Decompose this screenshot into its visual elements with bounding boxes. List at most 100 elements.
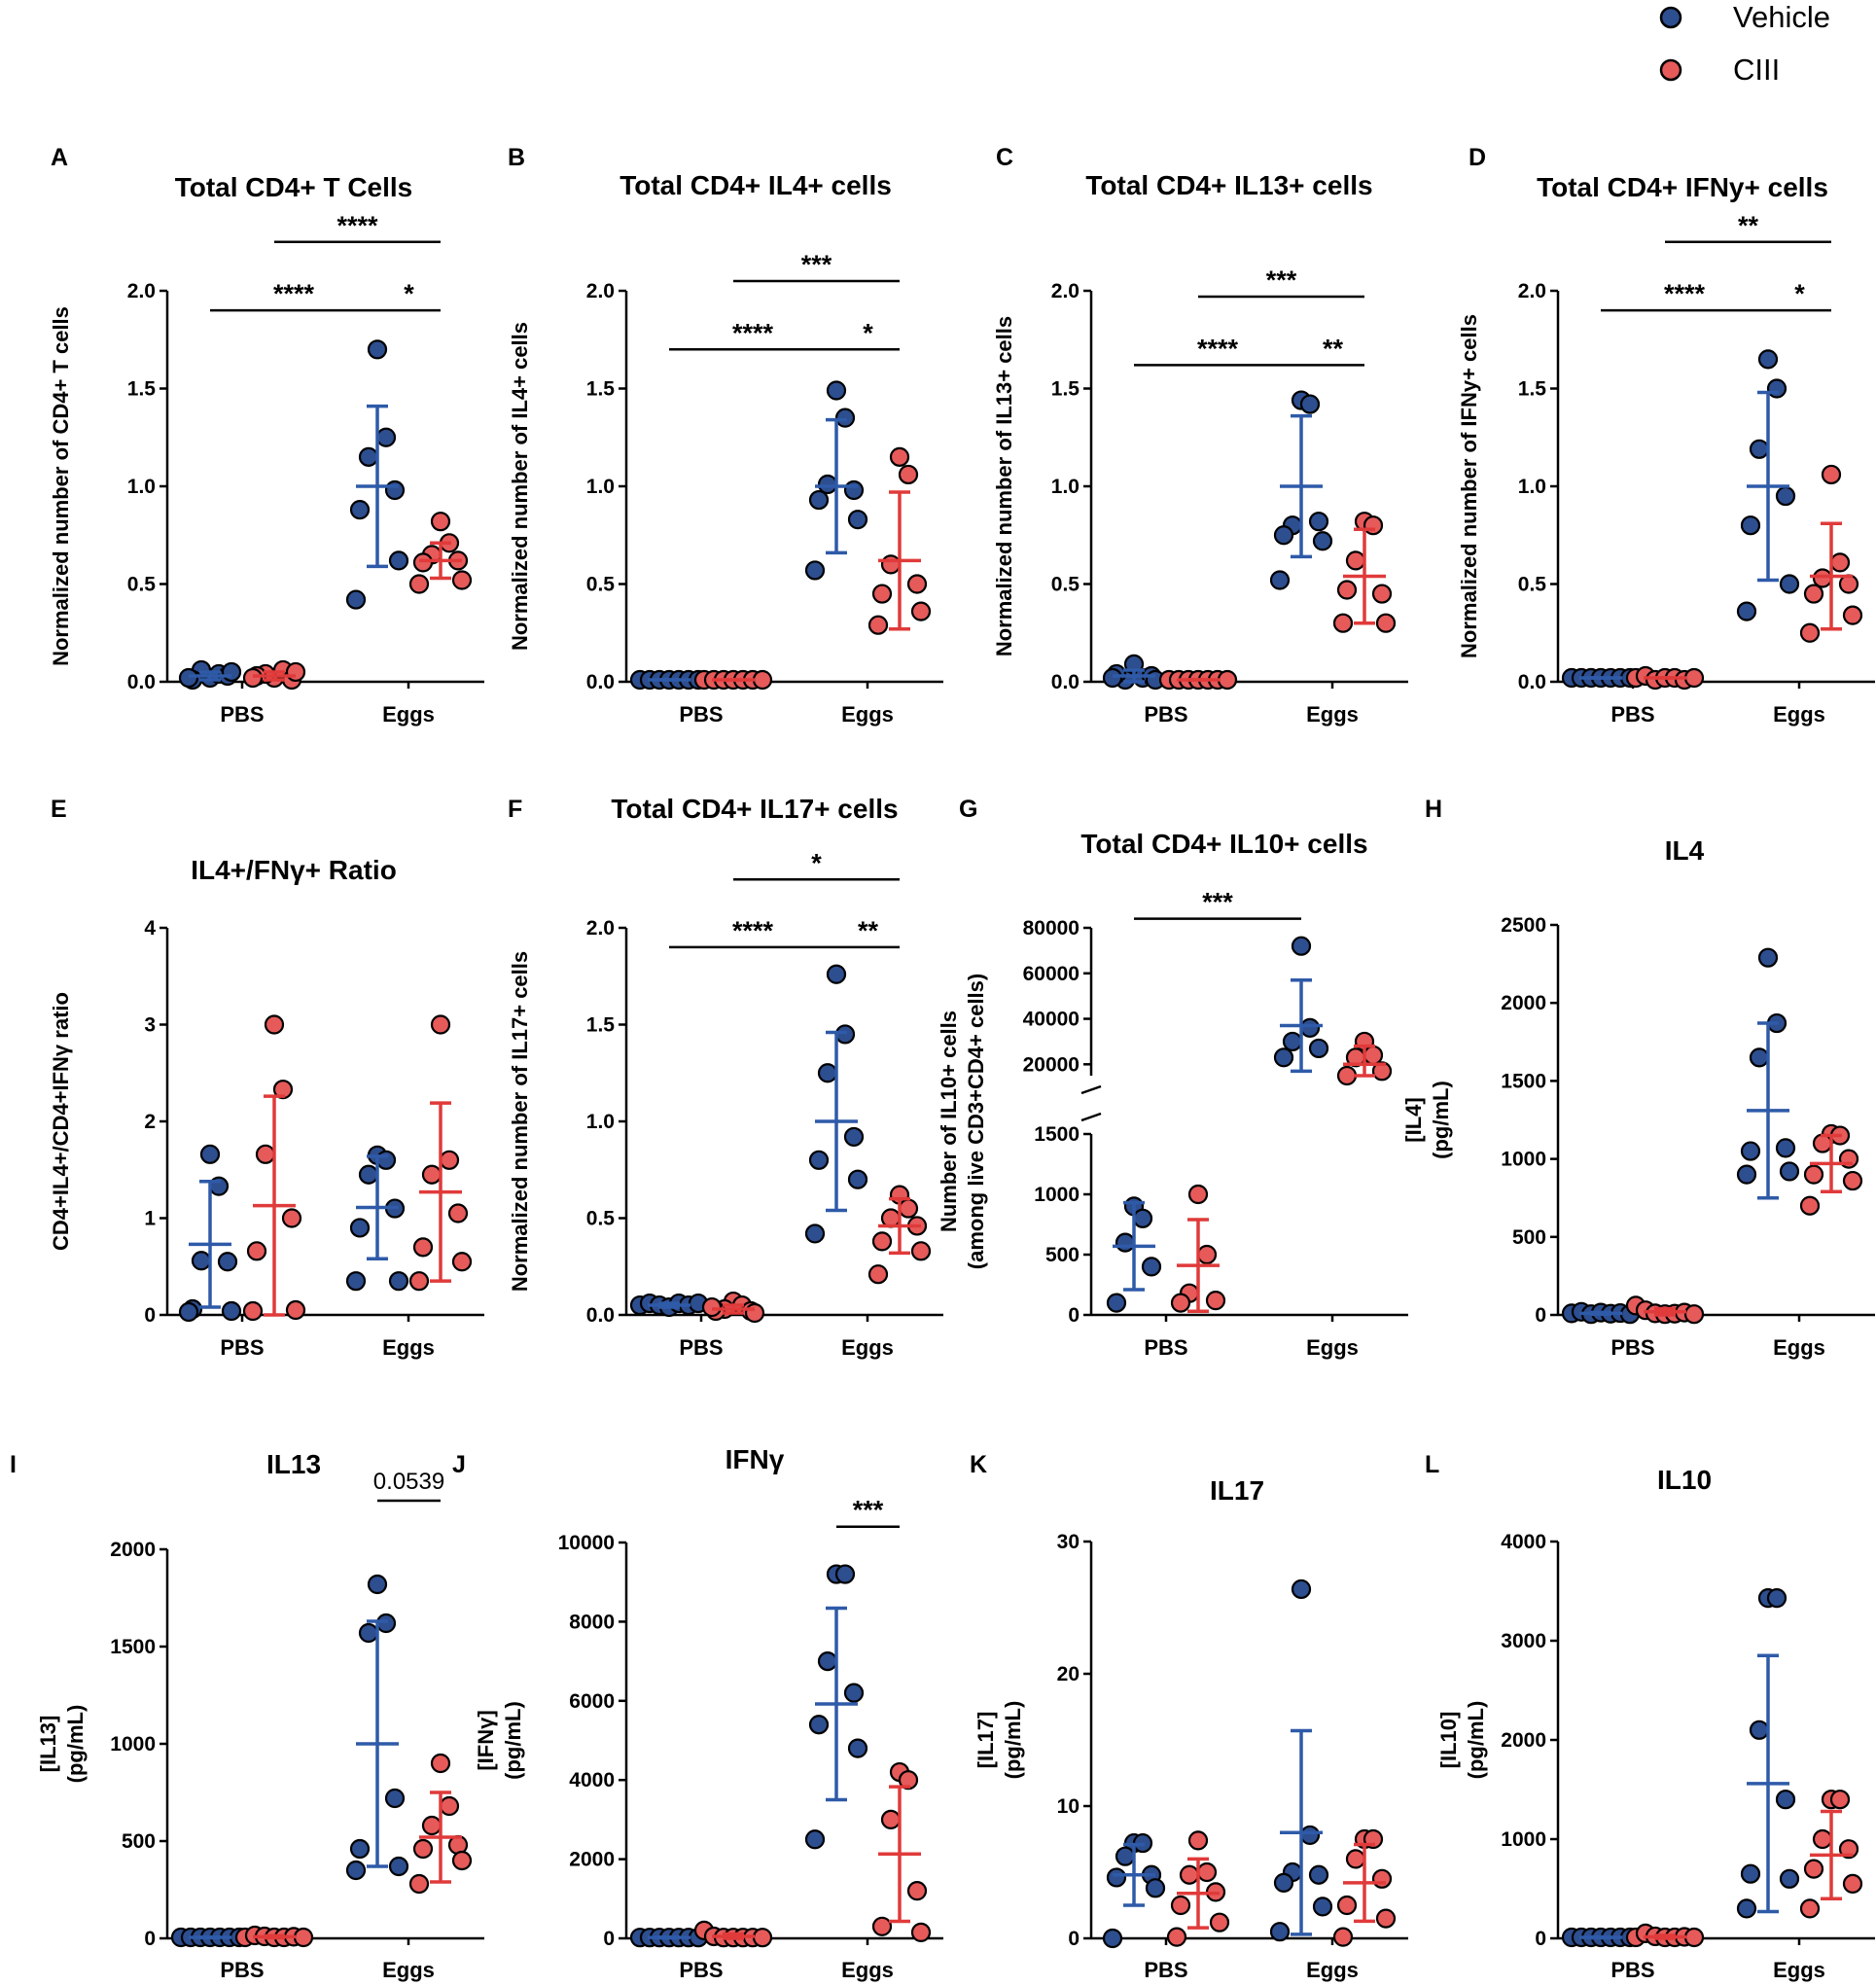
data-point [1799,1898,1821,1919]
y-axis-label: Normalized number of CD4+ T cells [49,306,73,666]
data-point [898,464,919,485]
data-point [408,1271,430,1292]
x-category-label: Eggs [1773,702,1825,727]
y-tick-label: 0 [1535,1928,1546,1950]
significance-label: **** [336,211,378,240]
data-point [1775,1138,1796,1158]
data-point [1187,1830,1209,1851]
y-axis-label-line: (pg/mL) [1429,1081,1453,1159]
significance-label: ** [1738,211,1759,240]
y-axis-label: [IL4] (pg/mL) [1401,1081,1453,1159]
data-point [1106,1867,1127,1888]
y-tick-label: 0.5 [586,574,616,596]
data-point [871,1231,893,1252]
data-point [451,570,473,590]
data-point [752,1928,773,1948]
panel-i: I IL13 [IL13] (pg/mL) 0 500 1000 1500 2000 PBS Egg… [10,1449,484,1982]
data-point [1299,1017,1321,1038]
data-point [367,1574,388,1595]
axes [1080,928,1408,1322]
data-point [1141,1257,1162,1277]
y-tick-label: 1500 [110,1636,156,1658]
data-point [1145,1878,1166,1898]
panel-title: Total CD4+ IL4+ cells [619,170,892,200]
axis-break-mark [1080,1112,1102,1122]
x-category-label: Eggs [841,1958,894,1982]
x-category-label: PBS [1144,702,1187,727]
panel-k: K IL17 [IL17] (pg/mL) 0 10 20 30 PBS Eggs [970,1451,1408,1982]
data-point [1371,1868,1393,1889]
series-vehicle [629,380,868,691]
y-tick-label: 0.5 [1518,574,1547,596]
y-axis-label-line: [IL10] [1436,1712,1461,1769]
x-category-label: Eggs [1306,702,1359,727]
panel-label: B [508,144,525,171]
legend-label-vehicle: Vehicle [1733,0,1830,34]
x-category-label: PBS [1611,1335,1654,1360]
series-ciii [242,512,473,691]
data-point [889,446,910,467]
data-point [1102,1928,1123,1949]
y-axis-label: [IL10] (pg/mL) [1436,1701,1488,1780]
series-ciii [1625,1790,1863,1948]
data-point [752,669,773,691]
data-point [1375,613,1397,633]
y-tick-label: 500 [1512,1226,1546,1249]
panel-label: C [996,144,1013,171]
y-axis-label-line: Normalized number of IL17+ cells [508,951,532,1292]
x-category-label: PBS [679,702,723,727]
data-point [451,1252,473,1272]
data-point [1740,515,1761,536]
data-point [1332,613,1354,633]
data-point [1371,1061,1393,1082]
data-point [1269,1922,1291,1942]
y-tick-label: 0 [603,1928,615,1950]
data-point [1299,1825,1321,1846]
data-point [1766,378,1788,399]
y-axis-label: [IFNγ] (pg/mL) [474,1701,525,1780]
data-point [1779,574,1800,594]
data-point [1299,394,1321,414]
panel-l: L IL10 [IL10] (pg/mL) 0 1000 2000 3000 4000 PBS Eg… [1425,1451,1875,1982]
x-category-label: PBS [220,1958,264,1982]
data-point [1179,1864,1200,1885]
data-point [817,1063,838,1083]
y-tick-label: 1.5 [586,1014,616,1037]
y-tick-label: 2000 [1501,1729,1546,1752]
data-point [1269,570,1291,590]
panel-label: H [1425,796,1442,823]
data-point [358,1622,379,1644]
x-category-label: PBS [1611,1958,1654,1982]
data-point [264,1014,285,1035]
data-point [1273,525,1294,546]
data-point [242,667,264,689]
data-point [880,554,902,575]
data-point [701,1296,723,1318]
x-category-label: PBS [679,1335,723,1360]
data-point [384,1788,406,1809]
y-tick-label: 3 [144,1014,156,1037]
data-point [1336,1895,1358,1916]
y-axis-label: CD4+IL4+/CD4+IFNγ ratio [49,992,73,1251]
y-axis-label-line: Normalized number of IL4+ cells [508,322,532,651]
data-point [826,964,847,984]
y-tick-label: 2000 [110,1539,156,1561]
y-tick-label: 10000 [558,1532,615,1554]
panel-label: K [970,1451,987,1478]
data-point [178,1301,199,1323]
data-point [826,380,847,401]
data-point [345,1860,367,1881]
data-point [408,574,430,594]
data-point [1196,1244,1218,1265]
data-point [1683,1927,1705,1948]
data-point [358,1164,379,1185]
data-point [1345,550,1366,571]
data-point [1102,667,1123,689]
data-point [1799,1195,1821,1216]
panel-j: J IFNγ [IFNγ] (pg/mL) 0 2000 4000 6000 8000 10000… [452,1444,943,1982]
data-point [221,1300,242,1322]
y-tick-label: 4000 [569,1769,615,1791]
data-point [1345,1849,1366,1869]
panel-label: A [51,144,68,171]
panel-c: C Total CD4+ IL13+ cells Normalized number… [992,144,1408,727]
